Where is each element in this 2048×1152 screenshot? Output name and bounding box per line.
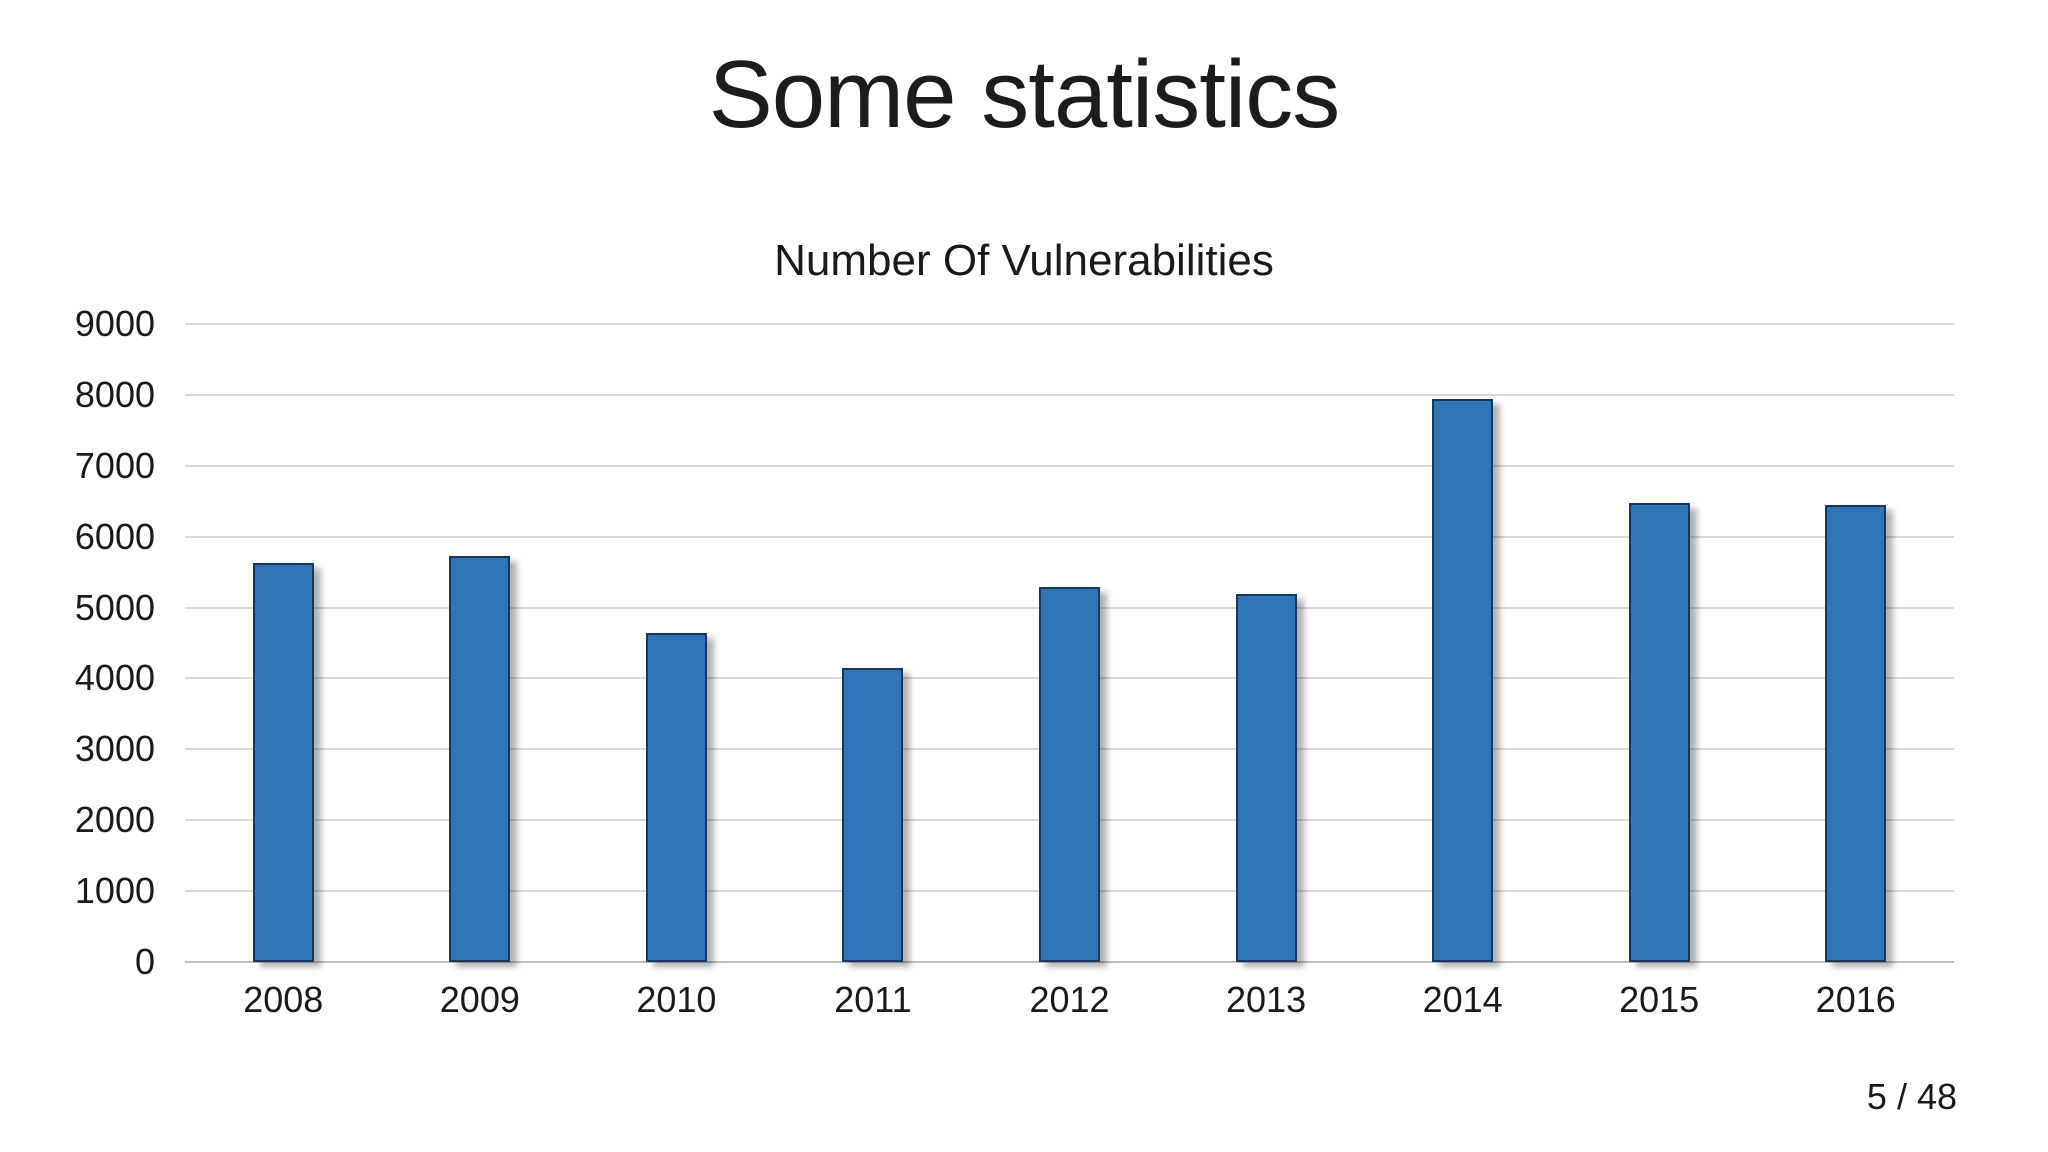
y-tick-label: 2000 bbox=[74, 799, 155, 841]
bar-2011 bbox=[842, 667, 904, 962]
page-indicator: 5 / 48 bbox=[1866, 1076, 1957, 1117]
y-tick-label: 7000 bbox=[74, 444, 155, 486]
y-tick-label: 9000 bbox=[74, 303, 155, 344]
bar-2014 bbox=[1432, 399, 1494, 962]
x-tick-label: 2009 bbox=[439, 979, 520, 1020]
bar-2009 bbox=[449, 555, 511, 962]
x-tick-label: 2011 bbox=[834, 979, 912, 1020]
gridline bbox=[185, 393, 1954, 396]
y-tick-label: 3000 bbox=[74, 728, 155, 770]
gridline bbox=[185, 323, 1954, 325]
bar-2015 bbox=[1628, 502, 1690, 962]
y-tick-label: 0 bbox=[134, 941, 155, 982]
gridline bbox=[185, 535, 1954, 538]
slide-title: Some statistics bbox=[708, 41, 1341, 148]
x-tick-label: 2008 bbox=[243, 979, 324, 1020]
x-axis: 2008 2009 2010 2011 2012 2013 2014 2015 2016 bbox=[185, 978, 1954, 1038]
gridline bbox=[185, 464, 1954, 467]
bar-2012 bbox=[1039, 587, 1100, 962]
x-axis-line bbox=[185, 961, 1954, 963]
x-tick-label: 2012 bbox=[1029, 979, 1110, 1020]
x-tick-label: 2016 bbox=[1815, 979, 1896, 1020]
y-tick-label: 5000 bbox=[74, 586, 155, 628]
y-tick-label: 8000 bbox=[74, 373, 155, 415]
bar-2008 bbox=[252, 562, 314, 962]
chart-title: Number Of Vulnerabilities bbox=[774, 236, 1274, 285]
y-tick-label: 6000 bbox=[74, 515, 155, 557]
plot-area bbox=[185, 323, 1954, 963]
x-tick-label: 2014 bbox=[1422, 979, 1503, 1020]
bar-2016 bbox=[1825, 504, 1887, 962]
x-tick-label: 2013 bbox=[1226, 979, 1307, 1020]
y-axis: 0 1000 2000 3000 4000 5000 6000 7000 8000 9000 bbox=[0, 306, 155, 980]
y-tick-label: 4000 bbox=[74, 657, 155, 699]
bar-2010 bbox=[645, 633, 707, 962]
bar-2013 bbox=[1235, 594, 1297, 962]
x-tick-label: 2015 bbox=[1619, 979, 1700, 1020]
y-tick-label: 1000 bbox=[74, 870, 155, 912]
x-tick-label: 2010 bbox=[636, 979, 717, 1020]
